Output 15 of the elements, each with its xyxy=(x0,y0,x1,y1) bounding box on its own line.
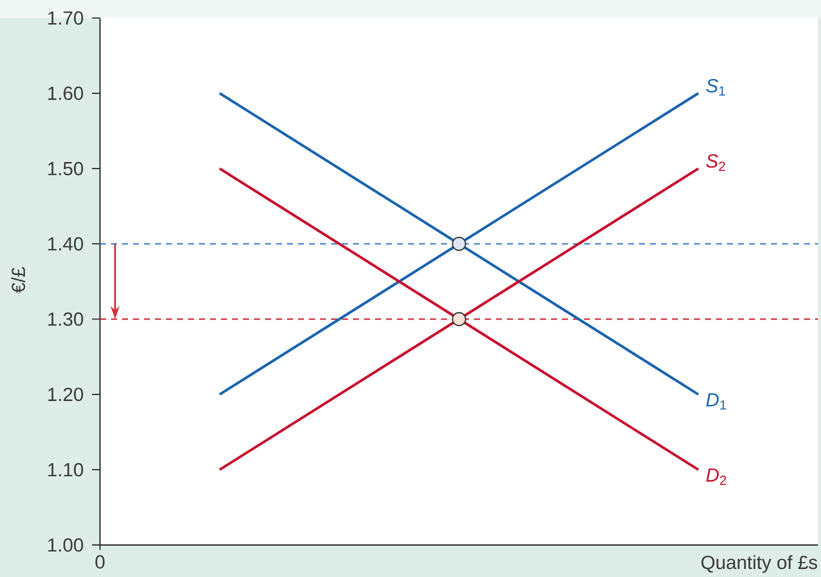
y-tick-label: 1.00 xyxy=(48,538,84,552)
series-label: S$_{2}$ xyxy=(706,154,726,171)
y-tick-label: 1.10 xyxy=(48,462,84,476)
y-tick-label: 1.20 xyxy=(48,388,84,402)
x-axis-title: Quantity of £s xyxy=(701,555,818,573)
series-label: D$_{2}$ xyxy=(706,468,726,485)
series-label: S$_{1}$ xyxy=(706,79,726,96)
y-tick-label: 1.30 xyxy=(48,312,84,326)
y-tick-label: 1.70 xyxy=(48,11,84,25)
y-tick-label: 1.60 xyxy=(48,86,84,100)
y-tick-label: 1.40 xyxy=(48,237,84,251)
y-tick-label: 1.50 xyxy=(48,162,84,176)
text: 0 xyxy=(95,555,105,569)
y-axis-title: €/£ xyxy=(11,267,26,293)
series-label: D$_{1}$ xyxy=(706,393,726,410)
